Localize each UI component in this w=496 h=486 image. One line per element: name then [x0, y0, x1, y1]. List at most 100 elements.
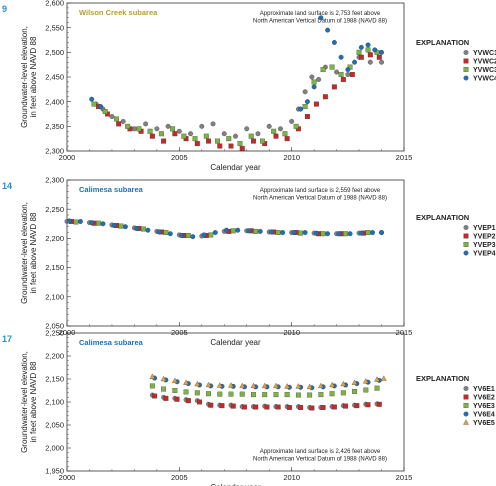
data-point	[194, 380, 201, 387]
data-point	[304, 114, 310, 119]
data-point	[120, 118, 126, 124]
y-tick-label: 1,950	[45, 467, 64, 476]
data-point	[251, 392, 256, 398]
data-point	[116, 121, 122, 127]
data-point	[356, 49, 362, 55]
data-point	[271, 128, 277, 134]
data-point	[66, 218, 72, 224]
data-point	[100, 221, 106, 227]
data-point	[284, 136, 290, 142]
data-point	[358, 230, 364, 236]
y-axis-label-line: Groundwater-level elevation,	[20, 351, 29, 453]
data-point	[286, 405, 292, 410]
data-point	[275, 404, 281, 410]
land-surface-note: Approximate land surface is 2,426 feet a…	[260, 449, 381, 455]
data-point	[379, 59, 384, 65]
data-point	[275, 230, 281, 236]
data-point	[363, 387, 369, 393]
y-tick-label: 2,350	[45, 122, 64, 131]
data-point	[367, 52, 373, 58]
data-point	[217, 391, 223, 397]
x-tick-label: 2015	[396, 328, 413, 337]
y-tick-label: 2,050	[45, 421, 64, 430]
data-point	[78, 219, 83, 224]
data-point	[160, 375, 167, 382]
data-point	[298, 230, 304, 236]
series-YVEP4	[66, 218, 384, 240]
y-tick-label: 2,050	[45, 322, 64, 331]
y-tick-label: 2,550	[45, 23, 64, 32]
data-point	[280, 230, 286, 236]
legend-marker	[463, 419, 469, 425]
data-point	[174, 396, 180, 402]
y-tick-label: 2,150	[45, 263, 64, 272]
series-YV6E2	[152, 393, 382, 411]
data-point	[329, 391, 335, 397]
data-point	[230, 228, 236, 234]
y-axis-label-line: Groundwater-level elevation,	[20, 26, 29, 128]
data-point	[73, 219, 79, 225]
x-tick-label: 2000	[59, 328, 76, 337]
data-point	[313, 230, 319, 236]
y-tick-label: 2,200	[45, 234, 64, 243]
data-point	[343, 403, 349, 409]
data-point	[188, 131, 194, 137]
legend-label: YV6E4	[473, 412, 495, 419]
data-point	[183, 379, 189, 385]
chart-panel-9: 9 2,300 2,350 2,400 2,450 2,500 2,550 2,600 2000…	[2, 0, 496, 172]
data-point	[217, 143, 223, 149]
data-point	[318, 15, 324, 21]
data-point	[340, 390, 346, 396]
data-point	[354, 403, 360, 409]
data-point	[233, 133, 238, 139]
legend-label: YVWC2	[473, 59, 496, 66]
data-point	[273, 382, 279, 389]
y-tick-label: 2,150	[45, 375, 64, 384]
data-point	[313, 101, 319, 107]
data-point	[320, 67, 326, 73]
data-point	[206, 138, 211, 144]
data-point	[235, 227, 241, 233]
data-point	[147, 128, 153, 134]
data-point	[239, 382, 246, 389]
data-point	[131, 126, 137, 132]
land-surface-note: Approximate land surface is 2,559 feet a…	[260, 188, 381, 194]
land-surface-note: North American Vertical Datum of 1988 (N…	[253, 457, 387, 463]
data-point	[329, 381, 335, 388]
legend-marker	[463, 67, 469, 72]
data-point	[338, 72, 344, 77]
data-point	[156, 229, 162, 235]
data-point	[226, 136, 232, 142]
y-tick-label: 2,600	[45, 0, 64, 8]
data-point	[118, 223, 124, 229]
data-point	[307, 392, 313, 398]
legend-label: YVEP2	[473, 234, 496, 241]
data-point	[205, 381, 212, 388]
data-point	[210, 121, 216, 127]
chart-panel-17: 171,9502,0002,0502,1002,1502,2002,250200…	[2, 329, 495, 486]
data-point	[250, 382, 257, 389]
data-point	[325, 27, 331, 33]
data-point	[183, 389, 189, 395]
x-tick-label: 2005	[171, 328, 188, 337]
data-point	[190, 234, 196, 240]
data-point	[216, 382, 223, 388]
data-point	[372, 47, 378, 53]
data-point	[320, 405, 326, 410]
data-point	[336, 231, 342, 237]
x-axis-label: Calendar year	[210, 338, 261, 347]
x-tick-label: 2010	[283, 473, 300, 482]
data-point	[365, 402, 371, 408]
data-point	[192, 136, 198, 142]
data-point	[165, 123, 171, 129]
data-point	[322, 94, 328, 100]
data-point	[309, 74, 315, 80]
y-tick-label: 2,400	[45, 97, 64, 106]
y-tick-label: 2,250	[45, 205, 64, 214]
data-point	[370, 230, 375, 236]
data-point	[255, 131, 261, 137]
data-point	[351, 379, 358, 385]
data-point	[365, 42, 371, 48]
data-point	[170, 126, 176, 132]
data-point	[122, 224, 128, 230]
